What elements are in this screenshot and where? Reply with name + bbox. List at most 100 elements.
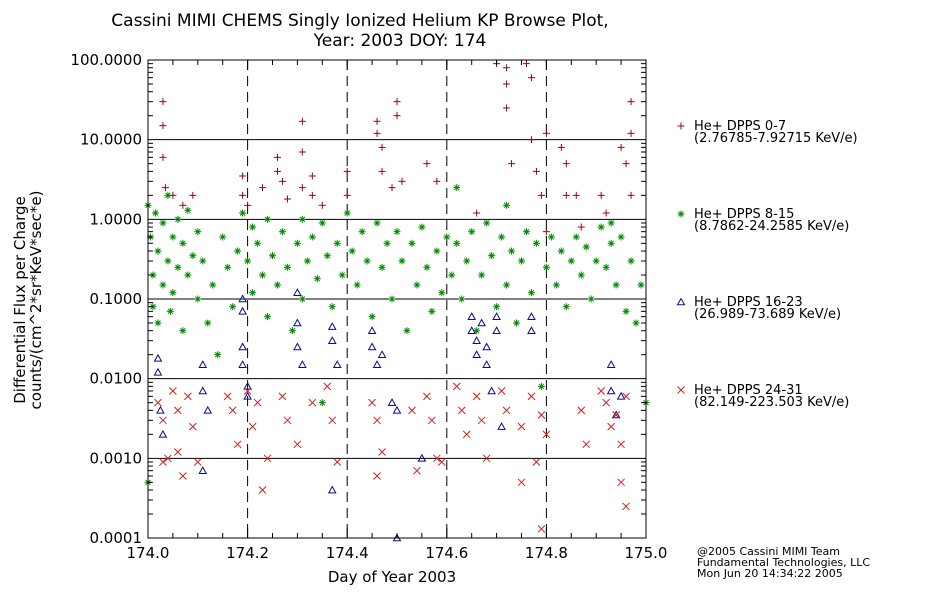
data-point-triangle [377,350,387,358]
data-point-plus [159,122,167,130]
data-point-plus [423,160,431,168]
data-point-x [532,458,541,466]
data-point-triangle [332,360,342,368]
legend-label: He+ DPPS 0-7 [694,119,786,134]
data-point-x [617,440,625,449]
data-point-asterisk [617,233,625,241]
data-point-asterisk [607,219,615,227]
data-point-plus [602,209,610,217]
data-point-asterisk [348,247,356,255]
data-point-triangle [487,386,496,395]
data-point-asterisk [513,319,521,327]
data-point-triangle [156,405,165,414]
data-point-triangle [527,312,536,320]
data-point-asterisk [408,239,416,247]
x-tick-label: 174.2 [226,544,269,562]
data-point-asterisk [283,263,291,271]
data-point-plus [189,191,197,199]
data-point-x [169,387,177,395]
data-point-asterisk [607,239,615,247]
y-tick-label: 0.0010 [90,449,143,467]
data-point-asterisk [398,257,406,265]
x-axis-label: Day of Year 2003 [328,568,456,586]
data-point-asterisk [493,303,501,311]
data-point-asterisk [358,228,366,236]
data-point-asterisk [179,239,187,247]
data-point-x [188,422,197,431]
data-point-asterisk [278,228,286,236]
data-point-plus [542,228,550,236]
y-tick-label: 0.0001 [90,529,143,547]
y-axis-label: Differential Flux per Charge [11,196,29,404]
data-point-x [328,416,337,425]
data-point-plus [378,167,386,175]
data-point-x [612,411,620,419]
data-point-asterisk [602,263,610,271]
data-point-x [537,525,546,533]
data-point-x [437,458,446,466]
data-point-x [283,416,292,425]
data-point-asterisk [323,252,331,260]
data-point-x [472,392,481,401]
data-point-x [154,398,162,407]
data-point-x [293,440,302,449]
data-point-asterisk [308,233,316,241]
data-point-plus [522,60,530,68]
data-point-asterisk [204,319,212,327]
data-point-x [502,406,511,415]
data-point-asterisk [592,257,600,265]
data-point-plus [373,129,381,137]
data-point-plus [597,191,605,199]
data-point-x [617,478,625,487]
data-point-x [408,406,416,415]
data-point-triangle [238,306,247,315]
data-point-triangle [387,398,397,406]
legend-marker-asterisk [677,210,685,218]
data-point-x [607,422,615,431]
data-point-plus [283,195,291,203]
data-point-x [602,398,611,407]
data-point-triangle [616,391,626,400]
data-point-asterisk [214,351,222,359]
data-point-triangle [298,360,307,368]
legend-range: (82.149-223.503 KeV/e) [694,395,849,410]
data-point-x [233,440,242,449]
data-point-x [193,458,202,466]
data-point-asterisk [184,206,192,214]
data-point-asterisk [154,247,162,255]
data-point-x [527,392,536,401]
data-point-plus [617,143,625,151]
y-tick-label: 0.0100 [90,370,143,388]
data-point-plus [244,201,252,209]
data-point-x [482,454,491,463]
data-point-x [462,430,471,439]
data-point-triangle [243,381,252,390]
data-point-plus [378,143,386,151]
data-point-asterisk [468,228,476,236]
data-point-triangle [467,326,477,335]
data-point-asterisk [527,289,535,297]
x-tick-label: 174.6 [425,544,468,562]
data-point-asterisk [388,295,396,303]
data-point-plus [239,191,247,199]
data-point-plus [273,167,281,175]
data-point-asterisk [298,295,306,303]
data-point-asterisk [328,303,336,311]
footer-company: Fundamental Technologies, LLC [697,556,870,569]
data-point-plus [627,129,635,137]
data-point-asterisk [458,295,466,303]
data-point-triangle [482,360,491,368]
data-point-x [179,472,187,480]
legend-label: He+ DPPS 16-23 [694,295,803,310]
data-point-plus [278,177,286,185]
data-point-asterisk [303,257,311,265]
data-point-triangle [243,391,252,400]
data-point-triangle [293,342,302,351]
data-point-asterisk [264,215,272,223]
data-point-triangle [153,353,163,362]
data-point-asterisk [318,399,326,407]
data-point-asterisk [582,243,590,251]
data-point-triangle [482,342,491,351]
data-point-asterisk [552,281,560,289]
grid [148,59,646,539]
